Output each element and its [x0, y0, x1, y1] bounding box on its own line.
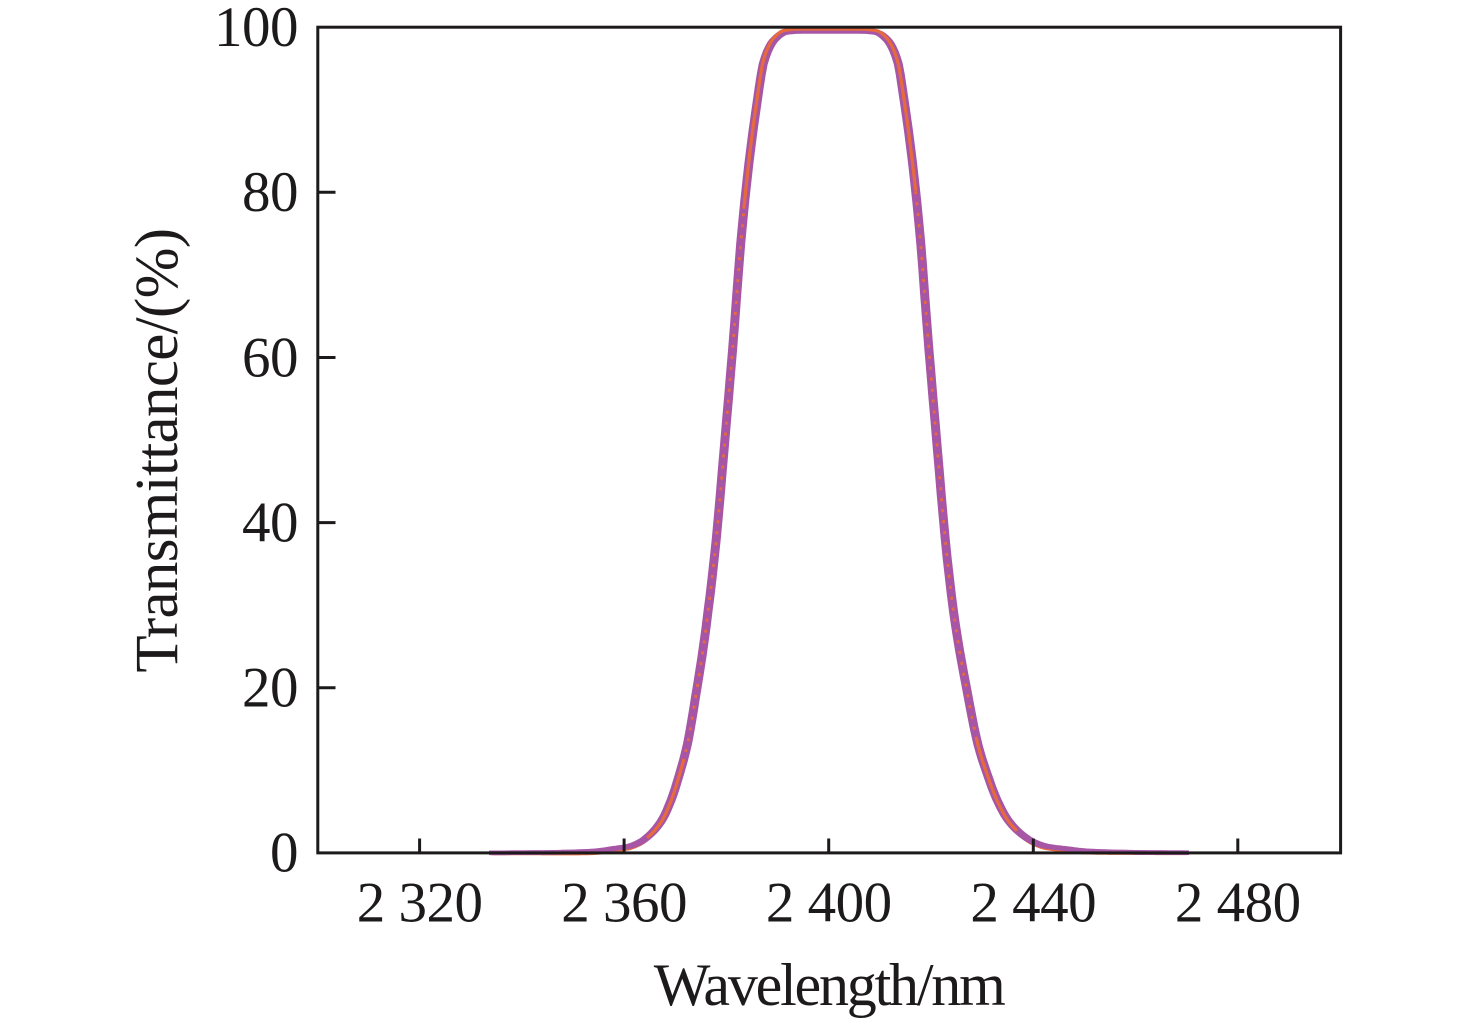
- svg-text:Wavelength/nm: Wavelength/nm: [654, 952, 1005, 1018]
- svg-text:2 400: 2 400: [766, 872, 892, 935]
- svg-text:2 320: 2 320: [357, 872, 483, 935]
- svg-text:80: 80: [242, 161, 298, 224]
- svg-text:0: 0: [270, 822, 298, 885]
- svg-text:40: 40: [242, 491, 298, 554]
- svg-text:2 440: 2 440: [970, 872, 1096, 935]
- svg-text:Transmittance/(%): Transmittance/(%): [124, 229, 191, 673]
- svg-text:60: 60: [242, 326, 298, 389]
- svg-text:2 360: 2 360: [561, 872, 687, 935]
- svg-text:100: 100: [214, 0, 298, 59]
- svg-text:2 480: 2 480: [1175, 872, 1301, 935]
- svg-text:20: 20: [242, 657, 298, 720]
